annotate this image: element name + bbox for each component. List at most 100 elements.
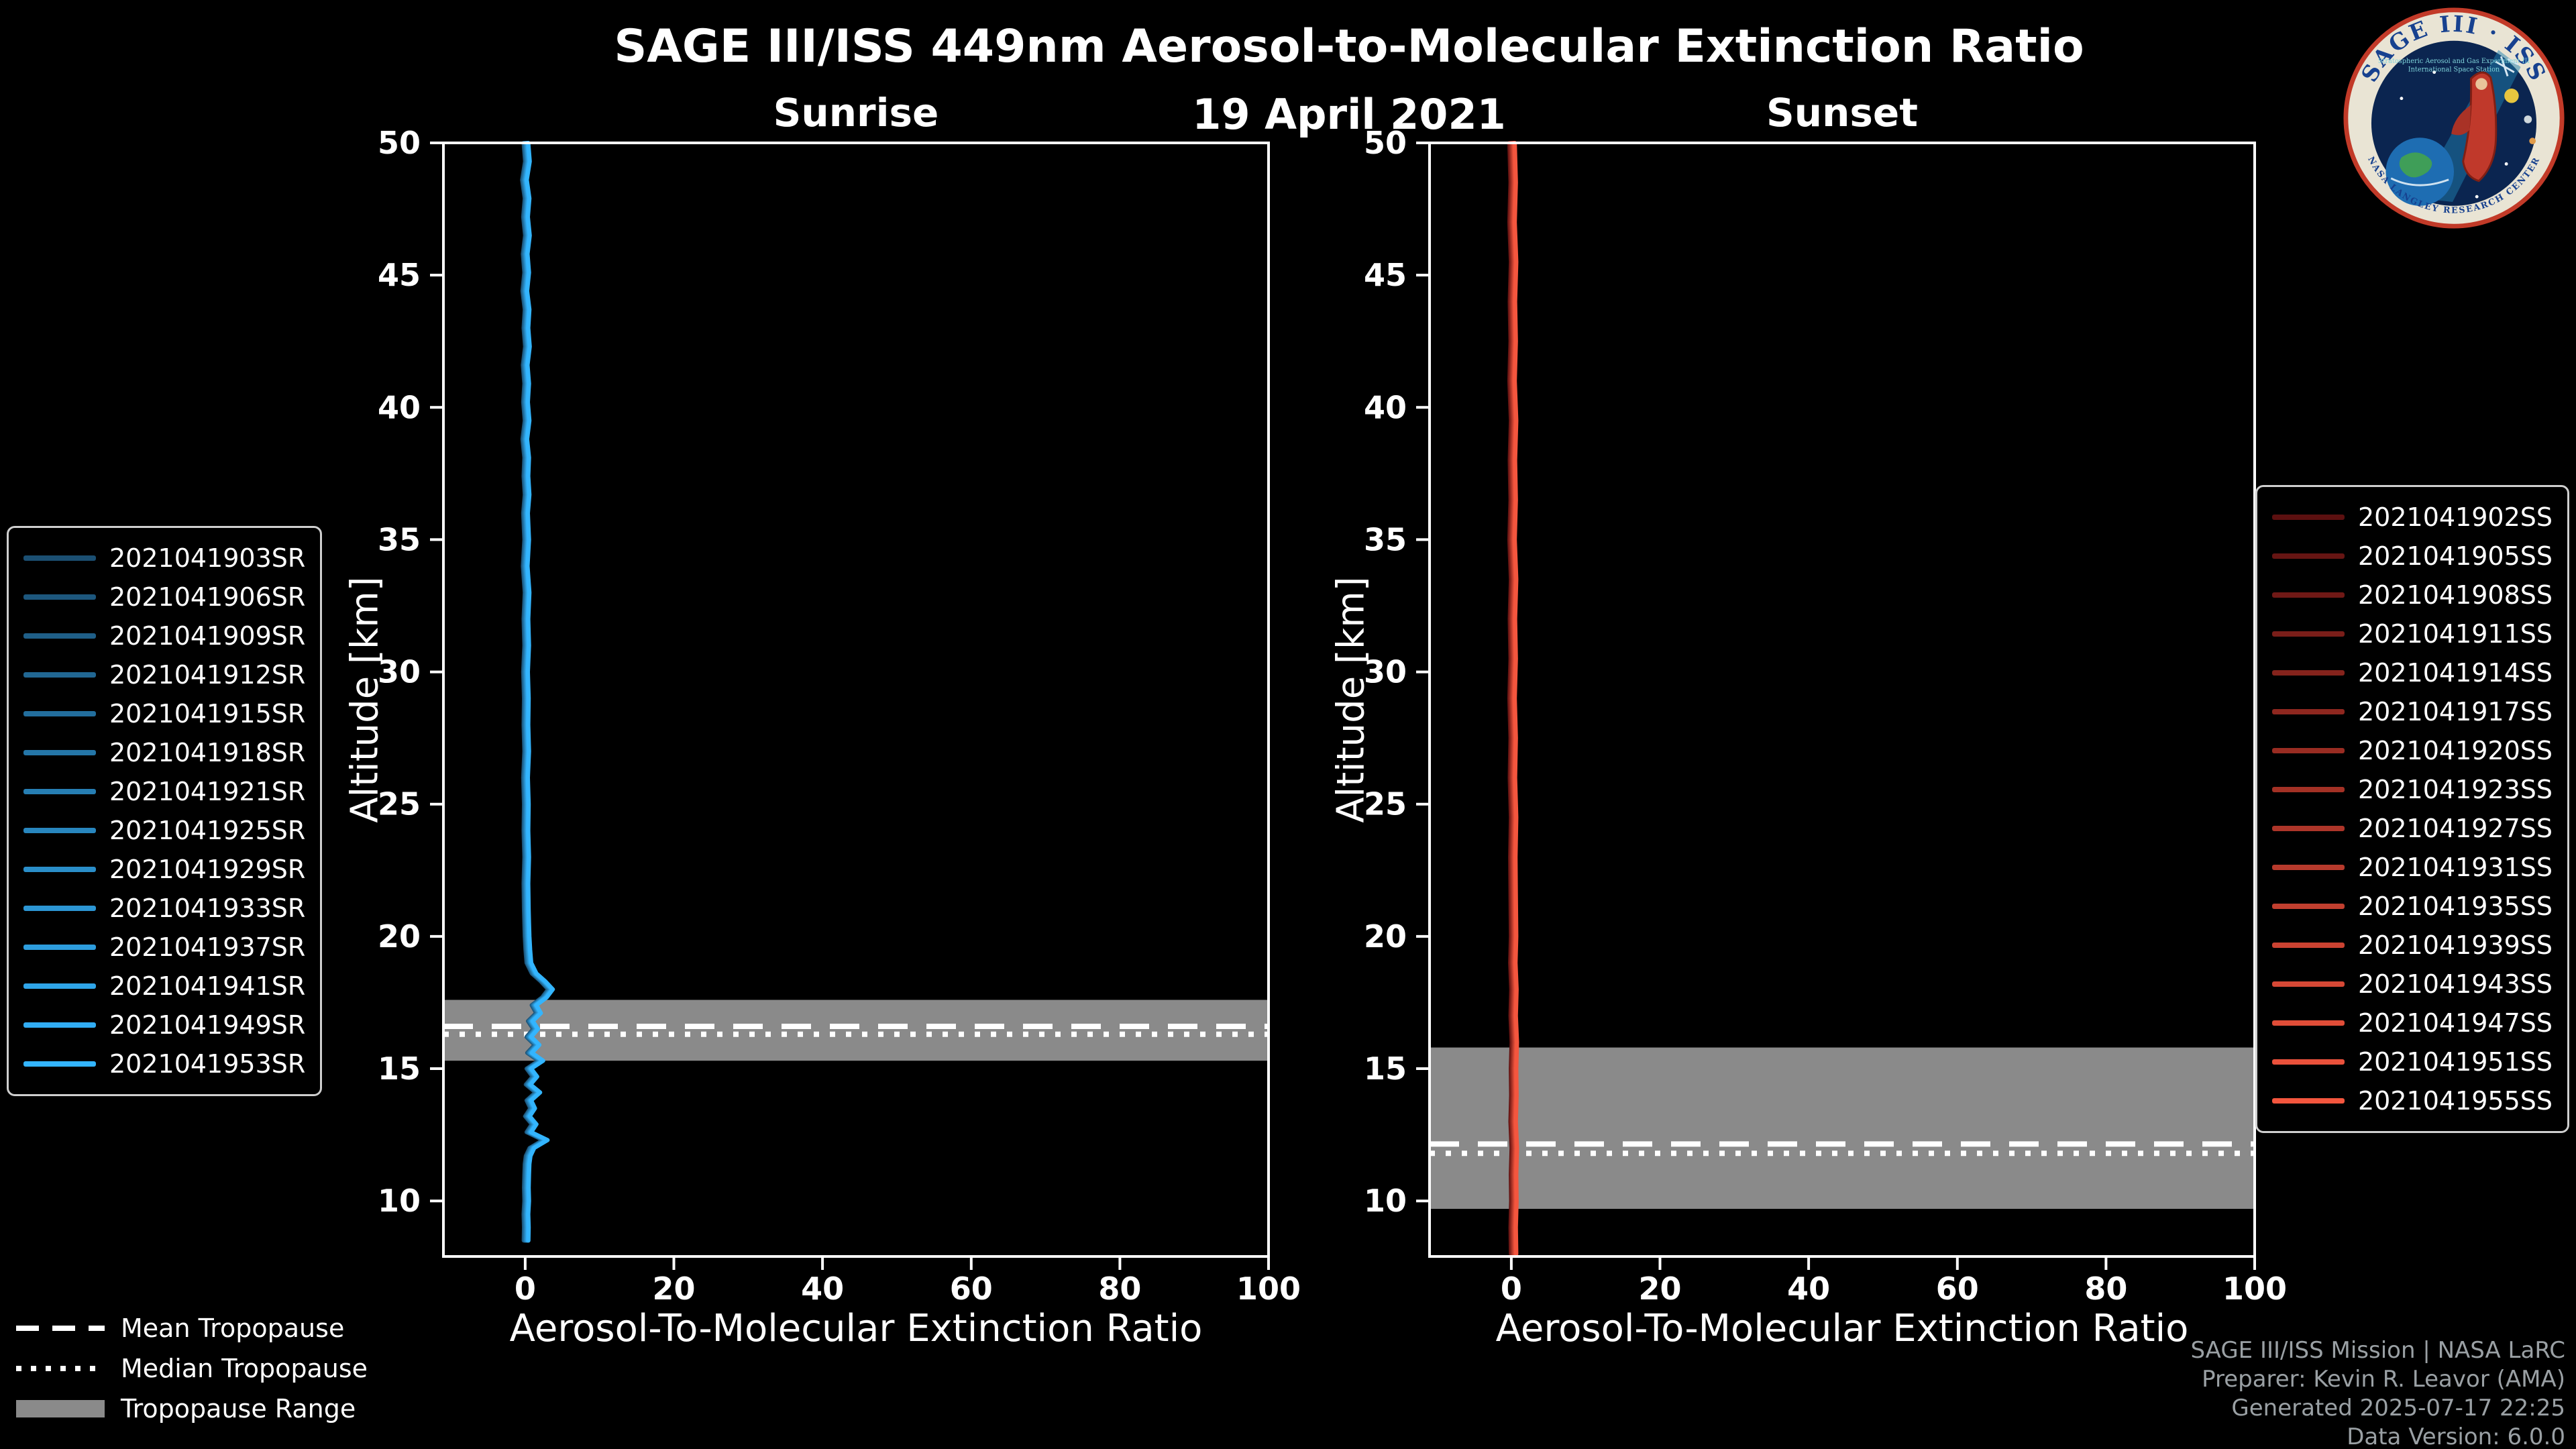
legend-item-2021041923SS: 2021041923SS <box>2271 770 2553 809</box>
legend-label: 2021041915SR <box>109 699 306 729</box>
sunset-y-tick-label: 45 <box>1364 257 1407 293</box>
dashed-line-sample <box>16 1326 105 1331</box>
legend-item-2021041941SR: 2021041941SR <box>23 967 305 1006</box>
sunrise-y-tick-label: 45 <box>378 257 421 293</box>
legend-label: 2021041906SR <box>109 582 306 612</box>
legend-line-sample <box>23 1061 96 1067</box>
legend-line-sample <box>23 555 96 561</box>
logo-planet <box>2529 138 2536 145</box>
median-tropopause-legend-item: Median Tropopause <box>16 1348 368 1389</box>
sunrise-plot-frame <box>442 142 1270 1258</box>
sunset-profile-2021041955SS <box>1513 141 1519 1256</box>
legend-label: 2021041935SS <box>2357 892 2553 921</box>
legend-line-sample <box>23 1022 96 1028</box>
logo-earth-cloud <box>2390 177 2449 186</box>
legend-line-sample <box>23 789 96 794</box>
sunrise-panel-title: Sunrise <box>773 90 939 136</box>
sunset-x-tick-label: 0 <box>1501 1271 1522 1307</box>
legend-label: 2021041921SR <box>109 777 306 806</box>
credit-preparer: Preparer: Kevin R. Leavor (AMA) <box>2202 1366 2565 1393</box>
legend-line-sample <box>2271 787 2345 792</box>
sunset-plot-frame <box>1428 142 2256 1258</box>
legend-label: 2021041908SS <box>2357 580 2553 610</box>
sunrise-y-tick-label: 40 <box>378 389 421 425</box>
range-band-sample <box>16 1400 105 1417</box>
legend-line-sample <box>2271 1059 2345 1065</box>
legend-item-2021041951SS: 2021041951SS <box>2271 1042 2553 1081</box>
mean-tropopause-label: Mean Tropopause <box>121 1313 345 1343</box>
sunset-y-tick-label: 10 <box>1364 1183 1407 1219</box>
legend-label: 2021041912SR <box>109 660 306 690</box>
sunset-plot-area: 0 20 40 60 80 100 10 15 20 25 30 35 40 45 50 <box>1364 125 2287 1307</box>
legend-line-sample <box>23 828 96 833</box>
legend-line-sample <box>2271 865 2345 870</box>
tropopause-range-label: Tropopause Range <box>121 1394 356 1424</box>
sunset-x-tick-label: 80 <box>2084 1271 2127 1307</box>
sunrise-y-tick-label: 15 <box>378 1051 421 1087</box>
legend-line-sample <box>2271 904 2345 909</box>
legend-label: 2021041943SS <box>2357 969 2553 999</box>
legend-line-sample <box>2271 1020 2345 1026</box>
legend-label: 2021041951SS <box>2357 1047 2553 1077</box>
legend-line-sample <box>2271 826 2345 831</box>
logo-subtitle-1: Stratospheric Aerosol and Gas Experiment… <box>2378 58 2530 65</box>
legend-line-sample <box>2271 943 2345 948</box>
sunrise-legend-box: 2021041903SR 2021041906SR 2021041909SR 2021… <box>7 526 323 1096</box>
legend-line-sample <box>2271 515 2345 520</box>
sunset-x-tick-label: 20 <box>1638 1271 1681 1307</box>
dotted-line-sample <box>16 1366 105 1371</box>
logo-stars <box>2400 70 2508 199</box>
legend-label: 2021041923SS <box>2357 775 2553 804</box>
legend-item-2021041914SS: 2021041914SS <box>2271 653 2553 692</box>
legend-label: 2021041909SR <box>109 621 306 651</box>
legend-item-2021041947SS: 2021041947SS <box>2271 1004 2553 1042</box>
sage-iii-iss-logo: SAGE III · ISS Stratospheric Aerosol and… <box>2343 7 2565 229</box>
legend-item-2021041912SR: 2021041912SR <box>23 655 305 694</box>
legend-line-sample <box>23 945 96 950</box>
legend-item-2021041911SS: 2021041911SS <box>2271 614 2553 653</box>
legend-label: 2021041949SR <box>109 1010 306 1040</box>
credit-generated: Generated 2025-07-17 22:25 <box>2231 1395 2565 1421</box>
sunset-y-tick-label: 50 <box>1364 125 1407 161</box>
legend-label: 2021041939SS <box>2357 930 2553 960</box>
sunrise-y-tick-label: 20 <box>378 918 421 955</box>
sunrise-y-tick-label: 35 <box>378 521 421 557</box>
sunset-tropopause-range-band <box>1430 1047 2255 1209</box>
median-tropopause-label: Median Tropopause <box>121 1354 368 1383</box>
legend-item-2021041908SS: 2021041908SS <box>2271 576 2553 614</box>
legend-item-2021041905SS: 2021041905SS <box>2271 537 2553 576</box>
legend-item-2021041920SS: 2021041920SS <box>2271 731 2553 770</box>
legend-label: 2021041937SR <box>109 932 306 962</box>
legend-item-2021041909SR: 2021041909SR <box>23 616 305 655</box>
legend-line-sample <box>23 594 96 600</box>
legend-item-2021041927SS: 2021041927SS <box>2271 809 2553 848</box>
figure-date: 19 April 2021 <box>1192 90 1506 139</box>
tropopause-range-legend-item: Tropopause Range <box>16 1389 368 1429</box>
legend-item-2021041937SR: 2021041937SR <box>23 928 305 967</box>
sunset-y-tick-label: 25 <box>1364 786 1407 822</box>
legend-line-sample <box>23 906 96 911</box>
credit-data-version: Data Version: 6.0.0 <box>2347 1424 2565 1449</box>
logo-subtitle-2: International Space Station <box>2408 66 2500 74</box>
legend-item-2021041929SR: 2021041929SR <box>23 850 305 889</box>
legend-item-2021041935SS: 2021041935SS <box>2271 887 2553 926</box>
legend-label: 2021041947SS <box>2357 1008 2553 1038</box>
tropopause-legend: Mean Tropopause Median Tropopause Tropop… <box>16 1308 368 1429</box>
credit-mission: SAGE III/ISS Mission | NASA LaRC <box>2190 1337 2565 1364</box>
legend-label: 2021041955SS <box>2357 1086 2553 1116</box>
legend-line-sample <box>2271 670 2345 676</box>
legend-label: 2021041917SS <box>2357 697 2553 727</box>
legend-label: 2021041931SS <box>2357 853 2553 882</box>
legend-line-sample <box>23 633 96 639</box>
logo-iss-sketch <box>2495 56 2519 76</box>
legend-label: 2021041905SS <box>2357 541 2553 571</box>
logo-sun <box>2504 89 2519 103</box>
legend-item-2021041953SR: 2021041953SR <box>23 1044 305 1083</box>
legend-item-2021041903SR: 2021041903SR <box>23 539 305 578</box>
sunset-panel-title: Sunset <box>1766 90 1918 136</box>
sunrise-y-tick-label: 30 <box>378 654 421 690</box>
legend-label: 2021041927SS <box>2357 814 2553 843</box>
sunset-y-tick-label: 35 <box>1364 521 1407 557</box>
